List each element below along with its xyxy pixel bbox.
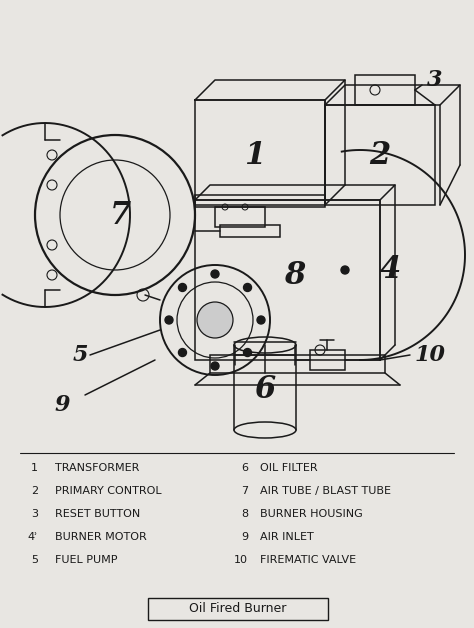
Text: 2: 2 xyxy=(31,486,38,496)
Bar xyxy=(148,598,328,620)
Text: 7: 7 xyxy=(109,200,131,230)
Text: BURNER MOTOR: BURNER MOTOR xyxy=(55,532,147,542)
Text: 4ʾ: 4ʾ xyxy=(27,532,38,542)
Bar xyxy=(220,225,280,237)
Text: 10: 10 xyxy=(234,555,248,565)
Text: 7: 7 xyxy=(241,486,248,496)
Circle shape xyxy=(341,266,349,274)
Text: 1: 1 xyxy=(245,139,265,170)
Text: 3: 3 xyxy=(31,509,38,519)
Bar xyxy=(355,75,415,105)
Text: 5: 5 xyxy=(72,344,88,366)
Circle shape xyxy=(244,283,252,291)
Text: 5: 5 xyxy=(31,555,38,565)
Bar xyxy=(325,105,435,205)
Text: 3: 3 xyxy=(427,69,443,91)
Text: RESET BUTTON: RESET BUTTON xyxy=(55,509,140,519)
Text: 8: 8 xyxy=(241,509,248,519)
Bar xyxy=(195,200,380,360)
Text: BURNER HOUSING: BURNER HOUSING xyxy=(260,509,363,519)
Text: PRIMARY CONTROL: PRIMARY CONTROL xyxy=(55,486,162,496)
Bar xyxy=(310,350,345,370)
Bar xyxy=(210,355,385,373)
Circle shape xyxy=(197,302,233,338)
Circle shape xyxy=(179,349,186,357)
Text: 6: 6 xyxy=(255,374,275,406)
Circle shape xyxy=(211,270,219,278)
Circle shape xyxy=(179,283,186,291)
Text: 10: 10 xyxy=(414,344,446,366)
Text: 6: 6 xyxy=(241,463,248,473)
Bar xyxy=(215,207,265,227)
Circle shape xyxy=(165,316,173,324)
Text: TRANSFORMER: TRANSFORMER xyxy=(55,463,139,473)
Text: 2: 2 xyxy=(369,139,391,170)
Text: 8: 8 xyxy=(284,259,306,291)
Circle shape xyxy=(244,349,252,357)
Text: OIL FILTER: OIL FILTER xyxy=(260,463,318,473)
Text: FIREMATIC VALVE: FIREMATIC VALVE xyxy=(260,555,356,565)
Circle shape xyxy=(211,362,219,370)
Text: AIR TUBE / BLAST TUBE: AIR TUBE / BLAST TUBE xyxy=(260,486,391,496)
Text: 9: 9 xyxy=(241,532,248,542)
Text: FUEL PUMP: FUEL PUMP xyxy=(55,555,118,565)
Text: 1: 1 xyxy=(31,463,38,473)
Text: Oil Fired Burner: Oil Fired Burner xyxy=(189,602,287,615)
Text: AIR INLET: AIR INLET xyxy=(260,532,314,542)
Text: 9: 9 xyxy=(54,394,70,416)
Bar xyxy=(195,100,325,205)
Circle shape xyxy=(257,316,265,324)
Bar xyxy=(195,195,325,207)
Text: 4: 4 xyxy=(379,254,401,286)
